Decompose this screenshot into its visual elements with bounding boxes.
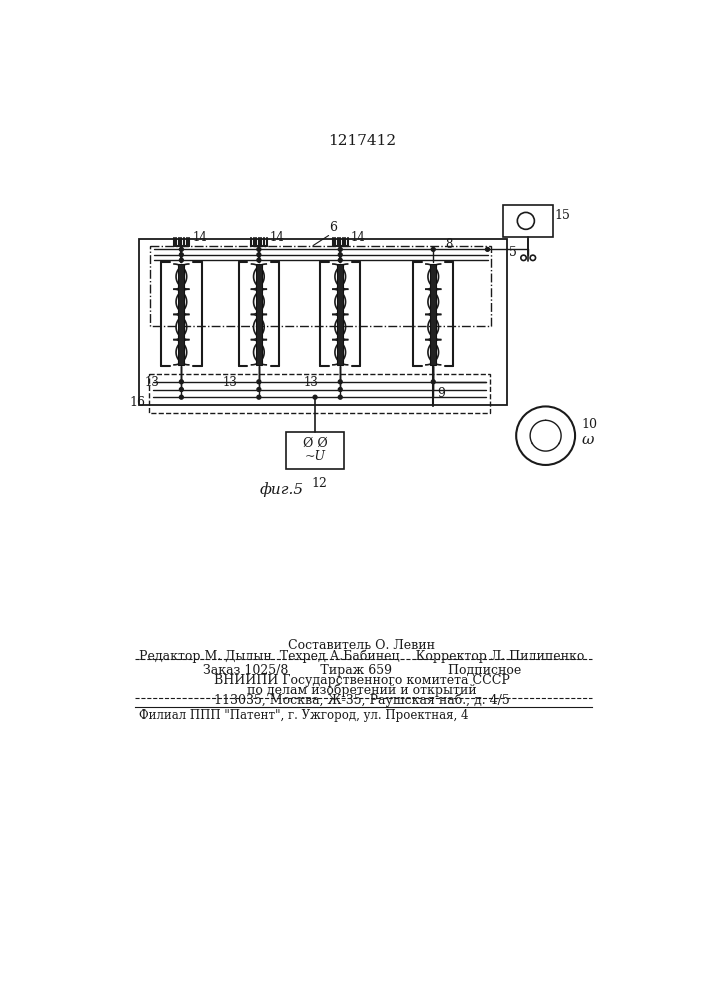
Text: 10: 10 <box>581 418 597 431</box>
Text: 13: 13 <box>145 376 160 389</box>
Circle shape <box>431 247 436 251</box>
Circle shape <box>339 253 342 257</box>
Text: 8: 8 <box>445 238 452 251</box>
Text: 12: 12 <box>311 477 327 490</box>
Text: 5: 5 <box>509 246 517 259</box>
Text: ω: ω <box>581 433 594 447</box>
Bar <box>149 374 490 413</box>
Circle shape <box>339 395 342 399</box>
Circle shape <box>521 255 526 261</box>
Text: 15: 15 <box>555 209 571 222</box>
Text: 14: 14 <box>192 231 207 244</box>
Text: 113035, Москва, Ж-35, Раушская наб., д. 4/5: 113035, Москва, Ж-35, Раушская наб., д. … <box>214 694 510 707</box>
Circle shape <box>180 253 183 257</box>
Text: 16: 16 <box>129 396 145 409</box>
Circle shape <box>339 247 342 251</box>
Bar <box>503 205 554 237</box>
Circle shape <box>486 247 489 251</box>
Text: по делам изобретений и открытий: по делам изобретений и открытий <box>247 684 477 697</box>
Circle shape <box>516 406 575 465</box>
Circle shape <box>180 380 183 384</box>
Circle shape <box>180 388 183 391</box>
Text: ~U: ~U <box>305 450 325 463</box>
Bar <box>178 264 185 365</box>
Circle shape <box>339 380 342 384</box>
Circle shape <box>518 212 534 229</box>
Text: 14: 14 <box>270 231 285 244</box>
Text: 9: 9 <box>437 387 445 400</box>
Circle shape <box>313 395 317 399</box>
Text: 14: 14 <box>351 231 366 244</box>
Circle shape <box>257 395 261 399</box>
Circle shape <box>257 247 261 251</box>
Bar <box>286 432 344 469</box>
Text: 1217412: 1217412 <box>328 134 396 148</box>
Circle shape <box>339 388 342 391</box>
Text: Редактор М. Дылын  Техред А.Бабинец    Корректор Л. Пилипенко: Редактор М. Дылын Техред А.Бабинец Корре… <box>139 649 585 663</box>
Circle shape <box>530 255 535 261</box>
Bar <box>151 246 491 326</box>
Circle shape <box>257 258 261 262</box>
Text: Заказ 1025/8        Тираж 659              Подписное: Заказ 1025/8 Тираж 659 Подписное <box>203 664 521 677</box>
Text: Филиал ППП "Патент", г. Ужгород, ул. Проектная, 4: Филиал ППП "Патент", г. Ужгород, ул. Про… <box>139 709 468 722</box>
Circle shape <box>431 380 436 384</box>
Text: Составитель О. Левин: Составитель О. Левин <box>288 639 436 652</box>
Bar <box>139 239 507 405</box>
Text: Ø Ø: Ø Ø <box>303 437 327 450</box>
Circle shape <box>257 388 261 391</box>
Text: 6: 6 <box>329 221 337 234</box>
Text: ВНИИПИ Государственного комитета СССР: ВНИИПИ Государственного комитета СССР <box>214 674 510 687</box>
Bar <box>256 264 262 365</box>
Circle shape <box>180 395 183 399</box>
Circle shape <box>180 258 183 262</box>
Text: фиг.5: фиг.5 <box>260 482 304 497</box>
Circle shape <box>257 380 261 384</box>
Text: 13: 13 <box>304 376 319 389</box>
Text: 13: 13 <box>222 376 237 389</box>
Bar <box>430 264 436 365</box>
Circle shape <box>339 258 342 262</box>
Circle shape <box>180 247 183 251</box>
Circle shape <box>257 253 261 257</box>
Bar <box>337 264 344 365</box>
